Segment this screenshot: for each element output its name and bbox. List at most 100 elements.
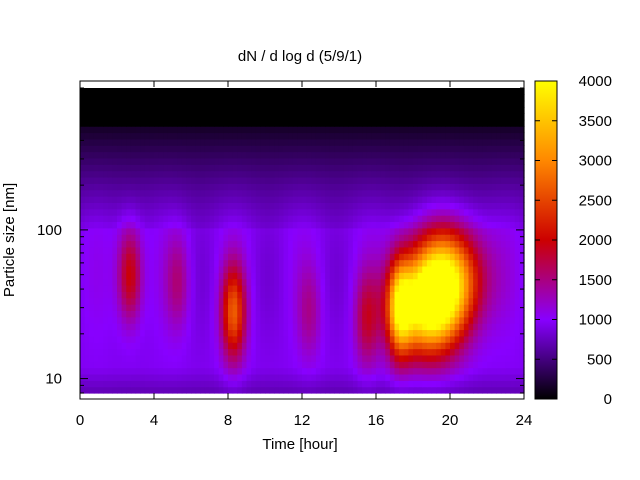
heatmap-cell <box>237 183 243 191</box>
heatmap-cell <box>195 316 201 324</box>
heatmap-cell <box>80 138 86 146</box>
heatmap-cell <box>482 323 488 331</box>
heatmap-cell <box>98 94 104 102</box>
heatmap-cell <box>121 316 127 324</box>
heatmap-cell <box>80 297 86 305</box>
heatmap-cell <box>463 94 470 102</box>
heatmap-cell <box>348 170 354 178</box>
heatmap-cell <box>246 367 252 375</box>
heatmap-cell <box>403 145 409 153</box>
heatmap-cell <box>93 316 100 324</box>
heatmap-cell <box>274 253 280 261</box>
heatmap-cell <box>357 380 363 388</box>
heatmap-cell <box>334 278 340 286</box>
heatmap-cell <box>320 246 326 254</box>
heatmap-cell <box>223 208 229 216</box>
heatmap-cell <box>329 126 335 134</box>
heatmap-cell <box>366 208 372 216</box>
heatmap-cell <box>144 126 150 134</box>
heatmap-cell <box>380 202 386 210</box>
heatmap-cell <box>371 107 377 115</box>
heatmap-cell <box>274 94 280 102</box>
heatmap-cell <box>352 329 359 337</box>
heatmap-cell <box>514 227 520 235</box>
heatmap-cell <box>186 246 192 254</box>
heatmap-cell <box>167 291 174 299</box>
heatmap-cell <box>121 354 127 362</box>
heatmap-cell <box>200 240 206 248</box>
heatmap-cell <box>278 119 285 127</box>
heatmap-cell <box>167 208 174 216</box>
heatmap-cell <box>103 176 109 184</box>
heatmap-cell <box>167 323 174 331</box>
heatmap-cell <box>260 227 266 235</box>
heatmap-cell <box>117 164 123 172</box>
heatmap-cell <box>450 354 456 362</box>
heatmap-cell <box>121 202 127 210</box>
heatmap-cell <box>487 265 493 273</box>
heatmap-cell <box>468 119 474 127</box>
heatmap-cell <box>385 246 391 254</box>
heatmap-cell <box>348 164 354 172</box>
heatmap-cell <box>450 284 456 292</box>
heatmap-cell <box>177 107 183 115</box>
heatmap-cell <box>126 297 132 305</box>
heatmap-cell <box>343 323 349 331</box>
heatmap-cell <box>403 291 409 299</box>
heatmap-cell <box>181 373 187 381</box>
heatmap-cell <box>181 132 187 140</box>
heatmap-cell <box>204 380 211 388</box>
heatmap-cell <box>126 253 132 261</box>
heatmap-cell <box>505 272 511 280</box>
heatmap-cell <box>237 348 243 356</box>
heatmap-cell <box>89 183 95 191</box>
heatmap-cell <box>514 138 520 146</box>
heatmap-cell <box>357 189 363 197</box>
heatmap-cell <box>417 316 423 324</box>
heatmap-cell <box>519 113 525 121</box>
heatmap-cell <box>505 259 511 267</box>
heatmap-cell <box>126 94 132 102</box>
heatmap-cell <box>246 145 252 153</box>
heatmap-cell <box>255 246 261 254</box>
heatmap-cell <box>496 196 502 203</box>
heatmap-cell <box>431 310 437 318</box>
heatmap-cell <box>491 183 497 191</box>
heatmap-cell <box>228 342 234 350</box>
heatmap-cell <box>260 240 266 248</box>
heatmap-cell <box>89 170 95 178</box>
heatmap-cell <box>93 227 100 235</box>
heatmap-cell <box>389 272 396 280</box>
heatmap-cell <box>500 246 507 254</box>
heatmap-cell <box>311 272 317 280</box>
heatmap-cell <box>288 208 294 216</box>
heatmap-cell <box>468 278 474 286</box>
heatmap-cell <box>288 145 294 153</box>
heatmap-cell <box>408 100 414 108</box>
heatmap-cell <box>348 278 354 286</box>
heatmap-cell <box>399 132 405 140</box>
heatmap-cell <box>167 107 174 115</box>
heatmap-cell <box>144 265 150 273</box>
heatmap-cell <box>436 88 442 95</box>
heatmap-cell <box>163 164 169 172</box>
heatmap-cell <box>255 94 261 102</box>
heatmap-cell <box>366 348 372 356</box>
heatmap-cell <box>251 119 257 127</box>
heatmap-cell <box>241 202 248 210</box>
heatmap-cell <box>223 284 229 292</box>
heatmap-cell <box>422 157 428 165</box>
heatmap-cell <box>329 196 335 203</box>
heatmap-cell <box>366 304 372 311</box>
heatmap-cell <box>431 323 437 331</box>
heatmap-cell <box>371 380 377 388</box>
heatmap-cell <box>417 310 423 318</box>
heatmap-cell <box>519 297 525 305</box>
heatmap-cell <box>371 189 377 197</box>
heatmap-cell <box>228 380 234 388</box>
heatmap-cell <box>218 316 224 324</box>
heatmap-cell <box>255 100 261 108</box>
heatmap-cell <box>283 246 289 254</box>
heatmap-cell <box>112 240 118 248</box>
heatmap-cell <box>468 272 474 280</box>
